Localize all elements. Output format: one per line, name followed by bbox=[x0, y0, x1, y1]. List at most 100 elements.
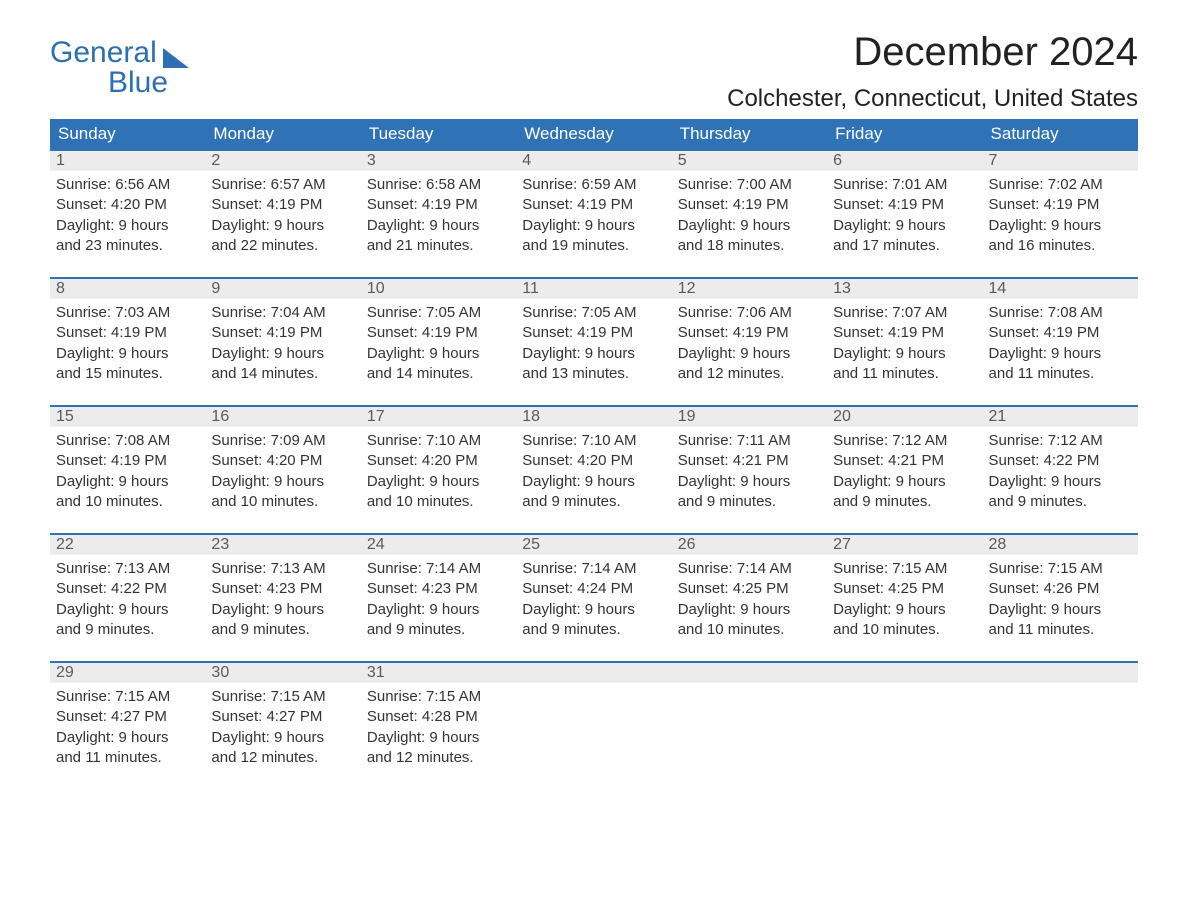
sunrise-line: Sunrise: 7:15 AM bbox=[367, 687, 510, 707]
day-body: Sunrise: 7:09 AMSunset: 4:20 PMDaylight:… bbox=[205, 427, 360, 516]
day-cell: 30Sunrise: 7:15 AMSunset: 4:27 PMDayligh… bbox=[205, 663, 360, 789]
day-cell: 13Sunrise: 7:07 AMSunset: 4:19 PMDayligh… bbox=[827, 279, 982, 405]
day-number: 8 bbox=[50, 279, 205, 299]
sunset-line: Sunset: 4:20 PM bbox=[522, 451, 665, 471]
day-cell: 27Sunrise: 7:15 AMSunset: 4:25 PMDayligh… bbox=[827, 535, 982, 661]
day-body: Sunrise: 7:06 AMSunset: 4:19 PMDaylight:… bbox=[672, 299, 827, 388]
day-number: 6 bbox=[827, 151, 982, 171]
day-number: 25 bbox=[516, 535, 671, 555]
daylight-line2: and 22 minutes. bbox=[211, 236, 354, 256]
day-body: Sunrise: 7:15 AMSunset: 4:27 PMDaylight:… bbox=[50, 683, 205, 772]
week-row: 29Sunrise: 7:15 AMSunset: 4:27 PMDayligh… bbox=[50, 661, 1138, 789]
day-cell: 1Sunrise: 6:56 AMSunset: 4:20 PMDaylight… bbox=[50, 151, 205, 277]
day-cell: 5Sunrise: 7:00 AMSunset: 4:19 PMDaylight… bbox=[672, 151, 827, 277]
sunrise-line: Sunrise: 7:00 AM bbox=[678, 175, 821, 195]
day-number: 31 bbox=[361, 663, 516, 683]
day-number bbox=[672, 663, 827, 683]
daylight-line1: Daylight: 9 hours bbox=[56, 216, 199, 236]
sunset-line: Sunset: 4:26 PM bbox=[989, 579, 1132, 599]
sunrise-line: Sunrise: 7:12 AM bbox=[833, 431, 976, 451]
day-body: Sunrise: 7:12 AMSunset: 4:22 PMDaylight:… bbox=[983, 427, 1138, 516]
daylight-line1: Daylight: 9 hours bbox=[522, 216, 665, 236]
day-cell: 23Sunrise: 7:13 AMSunset: 4:23 PMDayligh… bbox=[205, 535, 360, 661]
daylight-line2: and 23 minutes. bbox=[56, 236, 199, 256]
day-cell: 16Sunrise: 7:09 AMSunset: 4:20 PMDayligh… bbox=[205, 407, 360, 533]
sunset-line: Sunset: 4:27 PM bbox=[211, 707, 354, 727]
sunrise-line: Sunrise: 6:57 AM bbox=[211, 175, 354, 195]
daylight-line1: Daylight: 9 hours bbox=[211, 728, 354, 748]
logo-text-bottom: Blue bbox=[50, 68, 189, 98]
weeks-container: 1Sunrise: 6:56 AMSunset: 4:20 PMDaylight… bbox=[50, 149, 1138, 789]
day-body: Sunrise: 7:05 AMSunset: 4:19 PMDaylight:… bbox=[516, 299, 671, 388]
daylight-line1: Daylight: 9 hours bbox=[989, 600, 1132, 620]
dow-cell: Wednesday bbox=[516, 119, 671, 149]
daylight-line1: Daylight: 9 hours bbox=[367, 728, 510, 748]
day-number: 28 bbox=[983, 535, 1138, 555]
sunrise-line: Sunrise: 7:02 AM bbox=[989, 175, 1132, 195]
sunset-line: Sunset: 4:20 PM bbox=[211, 451, 354, 471]
logo-triangle-icon bbox=[163, 48, 189, 68]
day-cell: 12Sunrise: 7:06 AMSunset: 4:19 PMDayligh… bbox=[672, 279, 827, 405]
daylight-line2: and 14 minutes. bbox=[211, 364, 354, 384]
sunset-line: Sunset: 4:21 PM bbox=[678, 451, 821, 471]
day-body: Sunrise: 7:10 AMSunset: 4:20 PMDaylight:… bbox=[361, 427, 516, 516]
day-cell: 8Sunrise: 7:03 AMSunset: 4:19 PMDaylight… bbox=[50, 279, 205, 405]
day-cell: 2Sunrise: 6:57 AMSunset: 4:19 PMDaylight… bbox=[205, 151, 360, 277]
daylight-line2: and 9 minutes. bbox=[56, 620, 199, 640]
day-number: 2 bbox=[205, 151, 360, 171]
day-cell: 22Sunrise: 7:13 AMSunset: 4:22 PMDayligh… bbox=[50, 535, 205, 661]
daylight-line1: Daylight: 9 hours bbox=[367, 344, 510, 364]
day-number: 5 bbox=[672, 151, 827, 171]
sunrise-line: Sunrise: 7:07 AM bbox=[833, 303, 976, 323]
day-body: Sunrise: 7:12 AMSunset: 4:21 PMDaylight:… bbox=[827, 427, 982, 516]
day-cell: 24Sunrise: 7:14 AMSunset: 4:23 PMDayligh… bbox=[361, 535, 516, 661]
daylight-line2: and 19 minutes. bbox=[522, 236, 665, 256]
daylight-line2: and 11 minutes. bbox=[989, 620, 1132, 640]
day-cell: 17Sunrise: 7:10 AMSunset: 4:20 PMDayligh… bbox=[361, 407, 516, 533]
day-number: 15 bbox=[50, 407, 205, 427]
daylight-line2: and 10 minutes. bbox=[367, 492, 510, 512]
day-body: Sunrise: 7:11 AMSunset: 4:21 PMDaylight:… bbox=[672, 427, 827, 516]
sunset-line: Sunset: 4:19 PM bbox=[522, 195, 665, 215]
sunrise-line: Sunrise: 7:14 AM bbox=[367, 559, 510, 579]
day-body: Sunrise: 7:10 AMSunset: 4:20 PMDaylight:… bbox=[516, 427, 671, 516]
sunset-line: Sunset: 4:19 PM bbox=[678, 323, 821, 343]
day-cell: 18Sunrise: 7:10 AMSunset: 4:20 PMDayligh… bbox=[516, 407, 671, 533]
sunset-line: Sunset: 4:22 PM bbox=[56, 579, 199, 599]
day-cell: 6Sunrise: 7:01 AMSunset: 4:19 PMDaylight… bbox=[827, 151, 982, 277]
title-block: December 2024 Colchester, Connecticut, U… bbox=[727, 30, 1138, 113]
sunset-line: Sunset: 4:19 PM bbox=[367, 195, 510, 215]
daylight-line1: Daylight: 9 hours bbox=[56, 344, 199, 364]
daylight-line2: and 9 minutes. bbox=[367, 620, 510, 640]
daylight-line1: Daylight: 9 hours bbox=[833, 344, 976, 364]
daylight-line2: and 10 minutes. bbox=[833, 620, 976, 640]
sunset-line: Sunset: 4:23 PM bbox=[211, 579, 354, 599]
day-cell: 9Sunrise: 7:04 AMSunset: 4:19 PMDaylight… bbox=[205, 279, 360, 405]
daylight-line2: and 12 minutes. bbox=[678, 364, 821, 384]
dow-cell: Tuesday bbox=[361, 119, 516, 149]
sunrise-line: Sunrise: 7:08 AM bbox=[989, 303, 1132, 323]
sunset-line: Sunset: 4:19 PM bbox=[367, 323, 510, 343]
sunset-line: Sunset: 4:22 PM bbox=[989, 451, 1132, 471]
daylight-line2: and 14 minutes. bbox=[367, 364, 510, 384]
day-number: 11 bbox=[516, 279, 671, 299]
sunrise-line: Sunrise: 7:06 AM bbox=[678, 303, 821, 323]
sunrise-line: Sunrise: 6:59 AM bbox=[522, 175, 665, 195]
week-row: 1Sunrise: 6:56 AMSunset: 4:20 PMDaylight… bbox=[50, 149, 1138, 277]
day-number: 24 bbox=[361, 535, 516, 555]
logo-text-top: General bbox=[50, 38, 157, 68]
sunset-line: Sunset: 4:23 PM bbox=[367, 579, 510, 599]
day-number: 20 bbox=[827, 407, 982, 427]
day-body: Sunrise: 6:59 AMSunset: 4:19 PMDaylight:… bbox=[516, 171, 671, 260]
daylight-line1: Daylight: 9 hours bbox=[678, 344, 821, 364]
day-number: 10 bbox=[361, 279, 516, 299]
dow-cell: Saturday bbox=[983, 119, 1138, 149]
day-cell: 4Sunrise: 6:59 AMSunset: 4:19 PMDaylight… bbox=[516, 151, 671, 277]
month-title: December 2024 bbox=[727, 30, 1138, 75]
day-body: Sunrise: 7:14 AMSunset: 4:24 PMDaylight:… bbox=[516, 555, 671, 644]
week-row: 8Sunrise: 7:03 AMSunset: 4:19 PMDaylight… bbox=[50, 277, 1138, 405]
daylight-line1: Daylight: 9 hours bbox=[833, 600, 976, 620]
sunset-line: Sunset: 4:28 PM bbox=[367, 707, 510, 727]
day-body: Sunrise: 7:13 AMSunset: 4:23 PMDaylight:… bbox=[205, 555, 360, 644]
day-number bbox=[516, 663, 671, 683]
